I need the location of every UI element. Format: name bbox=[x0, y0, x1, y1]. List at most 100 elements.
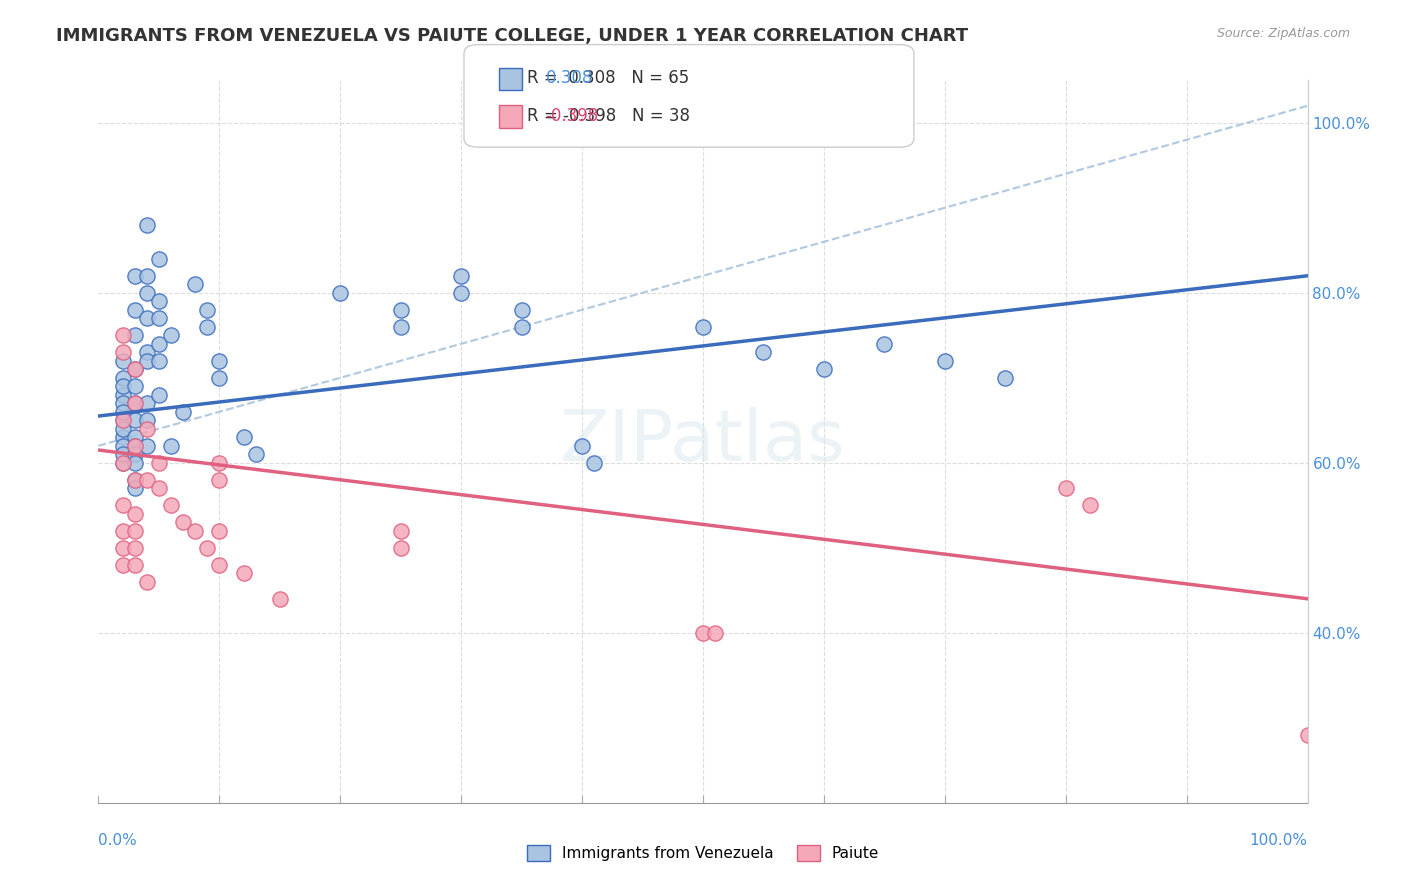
Point bbox=[148, 252, 170, 266]
Point bbox=[172, 405, 194, 419]
Point bbox=[184, 524, 207, 538]
Point bbox=[124, 456, 146, 470]
Point bbox=[111, 405, 134, 419]
Point bbox=[994, 371, 1017, 385]
Point bbox=[111, 439, 134, 453]
Point bbox=[111, 430, 134, 444]
Point bbox=[124, 473, 146, 487]
Point bbox=[208, 371, 231, 385]
Point bbox=[135, 574, 157, 589]
Point bbox=[111, 413, 134, 427]
Point bbox=[124, 430, 146, 444]
Point bbox=[389, 541, 412, 555]
Point bbox=[172, 516, 194, 530]
Point bbox=[148, 481, 170, 495]
Text: Source: ZipAtlas.com: Source: ZipAtlas.com bbox=[1216, 27, 1350, 40]
Point bbox=[450, 285, 472, 300]
Point bbox=[813, 362, 835, 376]
Point bbox=[160, 328, 183, 343]
Point bbox=[208, 456, 231, 470]
Point bbox=[124, 413, 146, 427]
Point bbox=[329, 285, 352, 300]
Point bbox=[450, 268, 472, 283]
Point bbox=[124, 481, 146, 495]
Point bbox=[135, 311, 157, 326]
Point bbox=[135, 396, 157, 410]
Point bbox=[124, 439, 146, 453]
Point bbox=[135, 268, 157, 283]
Point bbox=[111, 371, 134, 385]
Point bbox=[111, 456, 134, 470]
Point bbox=[124, 541, 146, 555]
Point bbox=[389, 319, 412, 334]
Point bbox=[692, 319, 714, 334]
Point bbox=[389, 302, 412, 317]
Point bbox=[195, 302, 218, 317]
Point bbox=[269, 591, 291, 606]
Point bbox=[135, 473, 157, 487]
Point bbox=[111, 413, 134, 427]
Point bbox=[510, 302, 533, 317]
Point bbox=[124, 302, 146, 317]
Point bbox=[583, 456, 606, 470]
Point bbox=[704, 625, 727, 640]
Point bbox=[111, 498, 134, 512]
Text: 0.308: 0.308 bbox=[546, 70, 593, 87]
Point bbox=[873, 336, 896, 351]
Point bbox=[124, 439, 146, 453]
Point bbox=[195, 319, 218, 334]
Point bbox=[148, 353, 170, 368]
Point bbox=[111, 345, 134, 359]
Point bbox=[135, 413, 157, 427]
Point bbox=[148, 456, 170, 470]
Point bbox=[184, 277, 207, 292]
Point bbox=[232, 430, 254, 444]
Point bbox=[1054, 481, 1077, 495]
Point bbox=[135, 345, 157, 359]
Legend: Immigrants from Venezuela, Paiute: Immigrants from Venezuela, Paiute bbox=[520, 839, 886, 867]
Point bbox=[135, 422, 157, 436]
Text: 0.0%: 0.0% bbox=[98, 832, 138, 847]
Point bbox=[160, 439, 183, 453]
Point bbox=[208, 353, 231, 368]
Point bbox=[510, 319, 533, 334]
Text: 100.0%: 100.0% bbox=[1250, 832, 1308, 847]
Point bbox=[1296, 728, 1319, 742]
Point bbox=[124, 396, 146, 410]
Point bbox=[124, 524, 146, 538]
Point bbox=[148, 336, 170, 351]
Point bbox=[124, 507, 146, 521]
Point bbox=[571, 439, 593, 453]
Point bbox=[111, 456, 134, 470]
Point bbox=[124, 328, 146, 343]
Point bbox=[111, 353, 134, 368]
Point bbox=[692, 625, 714, 640]
Point bbox=[111, 379, 134, 393]
Point bbox=[124, 362, 146, 376]
Point bbox=[111, 541, 134, 555]
Point bbox=[934, 353, 956, 368]
Point bbox=[232, 566, 254, 581]
Point bbox=[111, 328, 134, 343]
Point bbox=[148, 294, 170, 309]
Point bbox=[135, 439, 157, 453]
Point bbox=[111, 396, 134, 410]
Point bbox=[111, 388, 134, 402]
Point bbox=[124, 379, 146, 393]
Point bbox=[208, 524, 231, 538]
Point bbox=[124, 396, 146, 410]
Point bbox=[148, 388, 170, 402]
Point bbox=[111, 422, 134, 436]
Point bbox=[160, 498, 183, 512]
Point bbox=[124, 362, 146, 376]
Text: ZIPatlas: ZIPatlas bbox=[560, 407, 846, 476]
Point bbox=[135, 285, 157, 300]
Point bbox=[111, 447, 134, 461]
Point bbox=[111, 524, 134, 538]
Point bbox=[124, 473, 146, 487]
Point bbox=[195, 541, 218, 555]
Point bbox=[148, 311, 170, 326]
Point bbox=[124, 268, 146, 283]
Point bbox=[389, 524, 412, 538]
Text: IMMIGRANTS FROM VENEZUELA VS PAIUTE COLLEGE, UNDER 1 YEAR CORRELATION CHART: IMMIGRANTS FROM VENEZUELA VS PAIUTE COLL… bbox=[56, 27, 969, 45]
